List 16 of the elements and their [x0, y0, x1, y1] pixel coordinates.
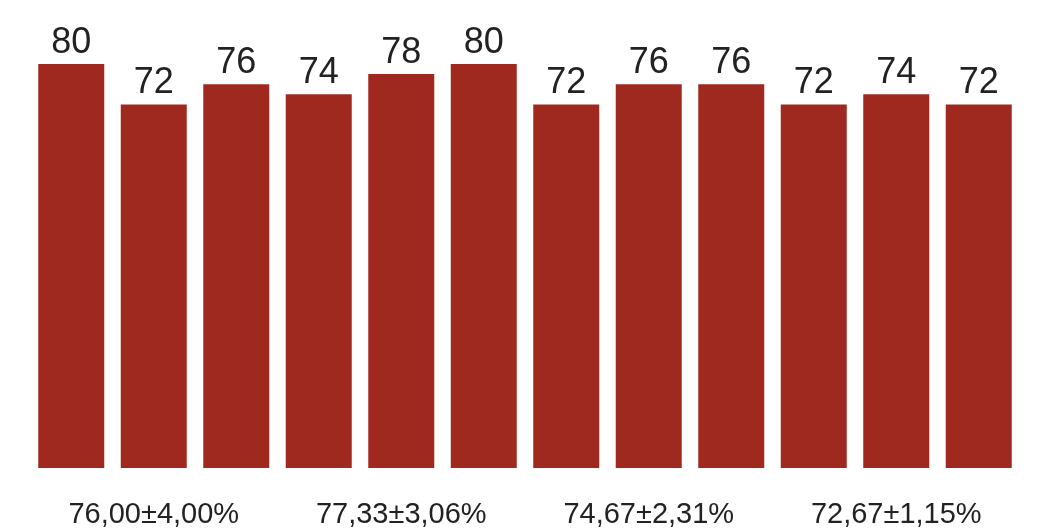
data-label: 76 [628, 39, 669, 81]
x-tick-label: 76,00±4,00% [68, 496, 240, 529]
data-label: 80 [463, 19, 504, 61]
data-label: 76 [216, 39, 257, 81]
data-label: 72 [546, 59, 587, 101]
data-label: 72 [793, 59, 834, 101]
x-tick-label: 74,67±2,31% [563, 496, 735, 529]
data-label: 74 [876, 49, 917, 91]
data-label: 80 [51, 19, 92, 61]
data-label: 76 [711, 39, 752, 81]
data-label: 74 [298, 49, 339, 91]
x-tick-label: 77,33±3,06% [315, 496, 487, 529]
data-label: 72 [958, 59, 999, 101]
x-tick-label: 72,67±1,15% [810, 496, 982, 529]
data-label: 72 [133, 59, 174, 101]
data-label: 78 [381, 29, 422, 71]
